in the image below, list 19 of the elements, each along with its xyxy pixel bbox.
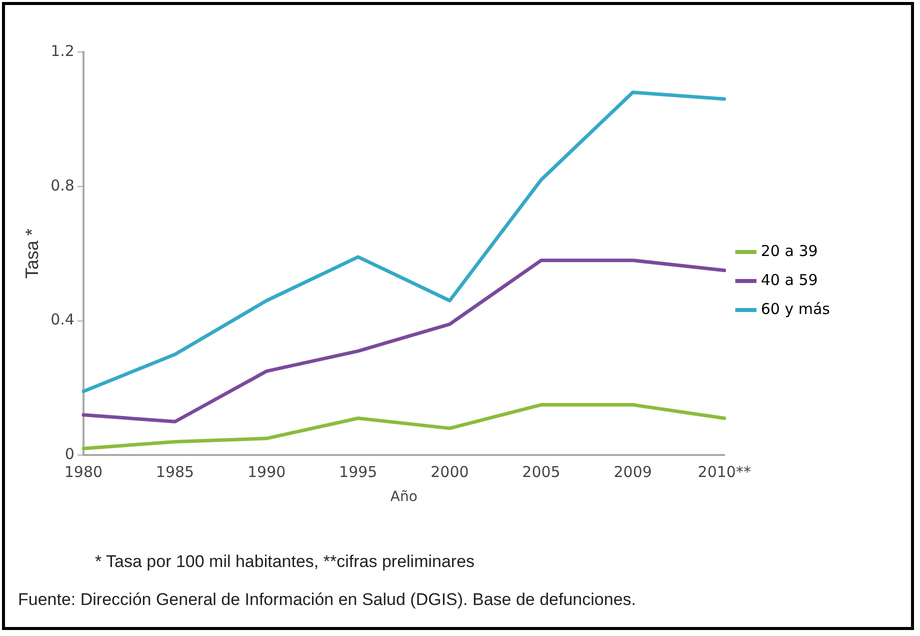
y-axis-title: Tasa * (22, 228, 42, 279)
x-tick-label: 2010** (698, 463, 752, 482)
x-tick-label: 1980 (64, 463, 103, 482)
x-tick-label: 2005 (522, 463, 560, 482)
x-tick-label: 1990 (247, 463, 286, 482)
legend-label: 60 y más (760, 300, 830, 318)
x-tick-label: 2009 (614, 463, 652, 482)
legend-label: 40 a 59 (760, 270, 818, 289)
text: * Tasa por 100 mil habitantes, **cifras preliminares (95, 552, 475, 572)
source-note: Fuente: Dirección General de Información en Salud (DGIS). Base de defunciones. (18, 590, 636, 610)
y-tick-label: 0.8 (50, 176, 74, 194)
x-tick-label: 1995 (339, 463, 378, 482)
x-tick-label: 1985 (156, 463, 194, 482)
legend-label: 20 a 39 (760, 242, 818, 260)
y-tick-label: 1.2 (50, 42, 74, 60)
y-tick-label: 0 (64, 445, 74, 464)
y-tick-label: 0.4 (50, 310, 74, 329)
x-tick-label: 2000 (430, 463, 469, 482)
x-axis-title: Año (390, 489, 418, 506)
